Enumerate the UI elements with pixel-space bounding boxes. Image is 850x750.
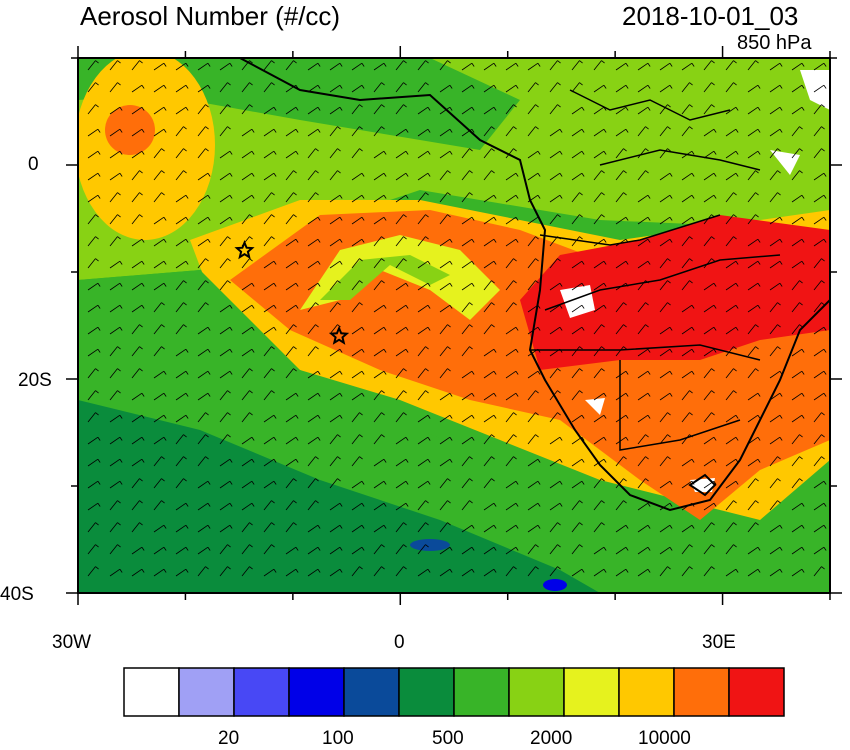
colorbar-swatch xyxy=(508,667,565,717)
colorbar-swatch xyxy=(178,667,235,717)
colorbar-swatch xyxy=(618,667,675,717)
star-marker-2 xyxy=(328,325,350,345)
colorbar-label-500: 500 xyxy=(432,728,464,749)
lat-label-40s: 40S xyxy=(0,584,34,605)
colorbar xyxy=(123,667,785,717)
colorbar-label-10000: 10000 xyxy=(638,728,691,749)
wind-barbs xyxy=(87,60,827,577)
star-markers xyxy=(234,239,350,345)
colorbar-label-20: 20 xyxy=(218,728,240,749)
map-field xyxy=(78,58,830,593)
pressure-level-label: 850 hPa xyxy=(737,32,812,54)
colorbar-swatch xyxy=(563,667,620,717)
colorbar-label-100: 100 xyxy=(322,728,354,749)
lon-label-30w: 30W xyxy=(52,632,92,653)
colorbar-swatch xyxy=(453,667,510,717)
datetime-label: 2018-10-01_03 xyxy=(622,1,799,31)
colorbar-swatch xyxy=(343,667,400,717)
colorbar-swatch xyxy=(673,667,730,717)
colorbar-swatch xyxy=(288,667,345,717)
colorbar-swatch xyxy=(233,667,290,717)
map-title: Aerosol Number (#/cc) xyxy=(80,1,341,31)
lon-label-30e: 30E xyxy=(702,632,736,653)
colorbar-swatch xyxy=(728,667,785,717)
lat-label-0: 0 xyxy=(28,154,39,175)
lon-label-0: 0 xyxy=(394,632,405,653)
colorbar-swatch xyxy=(398,667,455,717)
colorbar-label-2000: 2000 xyxy=(530,728,573,749)
lat-label-20s: 20S xyxy=(18,370,52,391)
colorbar-swatch xyxy=(123,667,180,717)
axis-ticks xyxy=(66,46,842,605)
map-frame xyxy=(77,57,831,594)
star-marker-1 xyxy=(234,239,255,260)
